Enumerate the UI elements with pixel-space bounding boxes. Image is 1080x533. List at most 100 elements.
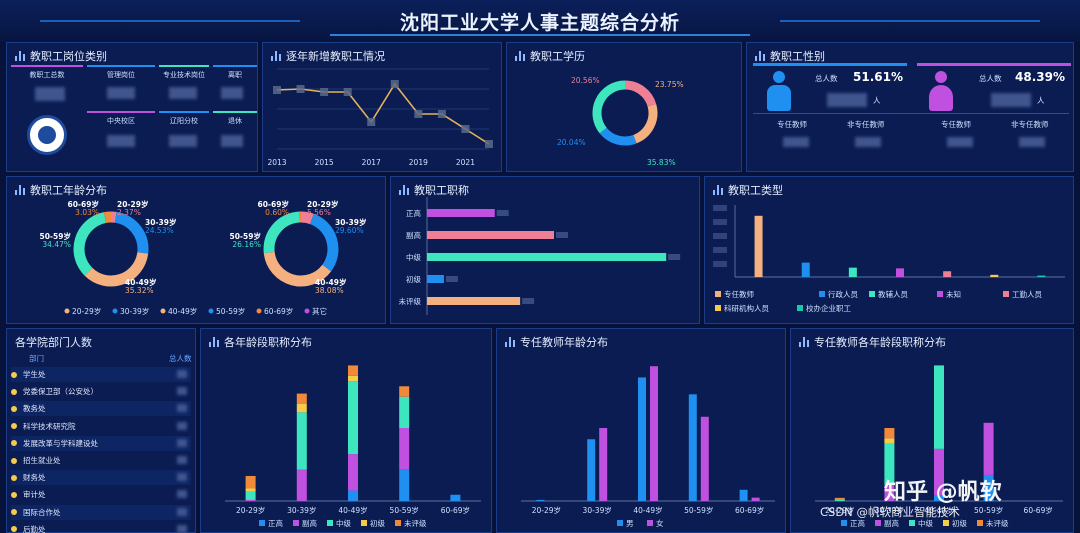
pie-slice	[263, 251, 332, 287]
legend-marker	[259, 520, 265, 526]
list-item[interactable]: 财务处	[11, 470, 191, 486]
legend-label: 正高	[268, 518, 283, 528]
bar-segment	[834, 499, 845, 501]
legend-label: 未知	[946, 289, 961, 299]
bar	[427, 231, 554, 239]
legend-label: 初级	[952, 518, 967, 528]
bullet-icon	[11, 423, 17, 430]
data-point	[343, 88, 352, 96]
legend-label: 校办企业职工	[806, 303, 851, 313]
pie-slice	[73, 212, 107, 276]
legend-label: 30-39岁	[120, 306, 149, 316]
bar	[688, 394, 697, 501]
bar-segment	[399, 428, 410, 470]
dept-name: 发展改革与学科建设处	[23, 438, 98, 448]
bar-segment	[399, 469, 410, 501]
legend-marker	[875, 520, 881, 526]
legend-label: 教辅人员	[878, 289, 908, 299]
data-point	[485, 140, 493, 148]
panel-title: 逐年新增教职工情况	[286, 50, 385, 63]
pie-slice	[84, 251, 149, 287]
list-item[interactable]: 国际合作处	[11, 504, 191, 520]
x-tick-label: 30-39岁	[875, 505, 904, 515]
education-donut: 20.56% 23.75% 20.04% 35.83%	[557, 76, 684, 167]
x-tick-label: 20-29岁	[532, 505, 561, 515]
bar-segment	[296, 393, 307, 405]
bar-chart-icon	[15, 185, 25, 195]
x-tick-label: 2015	[315, 158, 334, 167]
list-item[interactable]: 发展改革与学科建设处	[11, 435, 191, 451]
legend-marker	[841, 520, 847, 526]
dept-name: 科学技术研究院	[23, 421, 76, 431]
pie-slice	[103, 211, 112, 224]
blurred-value	[496, 210, 509, 216]
male-icon	[767, 71, 791, 111]
data-point	[273, 86, 281, 94]
male-percentage: 51.61%	[853, 70, 903, 84]
bar-chart-icon	[271, 51, 281, 61]
legend-label: 副高	[302, 518, 317, 528]
legend-marker	[937, 291, 943, 297]
legend-label: 中级	[336, 518, 351, 528]
panel-education: 教职工学历 20.56% 23.75% 20.04% 35.83%	[506, 42, 742, 172]
legend-label: 工勤人员	[1012, 289, 1042, 299]
dept-name: 财务处	[23, 473, 46, 483]
bar-segment	[296, 412, 307, 470]
bullet-icon	[11, 491, 17, 498]
panel-position: 教职工岗位类别 教职工总数 管理岗位 专业技术岗位 离职 中央校区 辽阳分校 退…	[6, 42, 258, 172]
bullet-icon	[11, 405, 17, 412]
data-label: 0.60%	[265, 208, 289, 217]
bar-segment	[884, 428, 895, 439]
bar-segment	[884, 485, 895, 501]
x-tick-label: 2021	[456, 158, 475, 167]
list-item[interactable]: 招生就业处	[11, 453, 191, 468]
panel-title: 各年龄段职称分布	[224, 336, 312, 349]
legend-label: 行政人员	[828, 289, 858, 299]
bar	[739, 489, 748, 501]
legend-marker	[160, 308, 166, 314]
legend-label: 科研机构人员	[724, 303, 769, 313]
x-tick-label: 50-59岁	[684, 505, 713, 515]
panel-title: 各学院部门人数	[15, 336, 92, 349]
data-point	[414, 110, 423, 118]
x-tick-label: 40-49岁	[633, 505, 662, 515]
data-label: 50-59岁	[40, 231, 72, 241]
pie-slice	[599, 127, 637, 146]
x-tick-label: 20-29岁	[825, 505, 854, 515]
data-label: 5.56%	[307, 208, 331, 217]
bar-segment	[296, 404, 307, 413]
list-item[interactable]: 党委保卫部（公安处）	[11, 384, 191, 399]
blurred-tick	[713, 233, 727, 239]
data-label: 26.16%	[232, 240, 261, 249]
bar-segment	[934, 495, 944, 501]
legend-label: 专任教师	[724, 289, 754, 299]
bar-segment	[399, 386, 410, 397]
legend-label: 女	[656, 518, 664, 528]
data-label: 20.04%	[557, 138, 586, 147]
list-item[interactable]: 科学技术研究院	[11, 419, 191, 434]
list-item[interactable]: 学生处	[11, 367, 191, 382]
x-tick-label: 60-69岁	[441, 505, 470, 515]
pie-slice	[592, 80, 626, 134]
panel-teacher-age-rank: 专任教师各年龄段职称分布 20-29岁 30-39岁 40-49岁 50-59岁 60-…	[790, 328, 1074, 533]
list-item[interactable]: 后勤处	[11, 522, 191, 533]
panel-dept: 各学院部门人数 部门 总人数 学生处 党委保卫部（公安处） 教务处 科学技术研究院 发展…	[6, 328, 196, 533]
female-icon	[929, 71, 953, 111]
bar	[536, 499, 545, 501]
bar	[896, 268, 904, 277]
dept-name: 党委保卫部（公安处）	[23, 387, 98, 397]
data-point	[367, 118, 376, 126]
bar	[990, 274, 999, 277]
list-item[interactable]: 教务处	[11, 401, 191, 417]
page-title: 沈阳工业大学人事主题综合分析	[399, 12, 680, 34]
list-item[interactable]: 审计处	[11, 487, 191, 502]
data-point	[296, 85, 305, 93]
panel-title: 教职工类型	[728, 184, 783, 197]
panel-teacher-age: 专任教师年龄分布 20-29岁 30-39岁 40-49岁 50-59岁 60-69岁男…	[496, 328, 786, 533]
panel-title: 教职工职称	[414, 184, 469, 197]
pie-slice	[633, 103, 658, 144]
legend-marker	[977, 520, 983, 526]
pie-slice	[309, 213, 339, 272]
panel-title: 专任教师各年龄段职称分布	[814, 336, 946, 349]
